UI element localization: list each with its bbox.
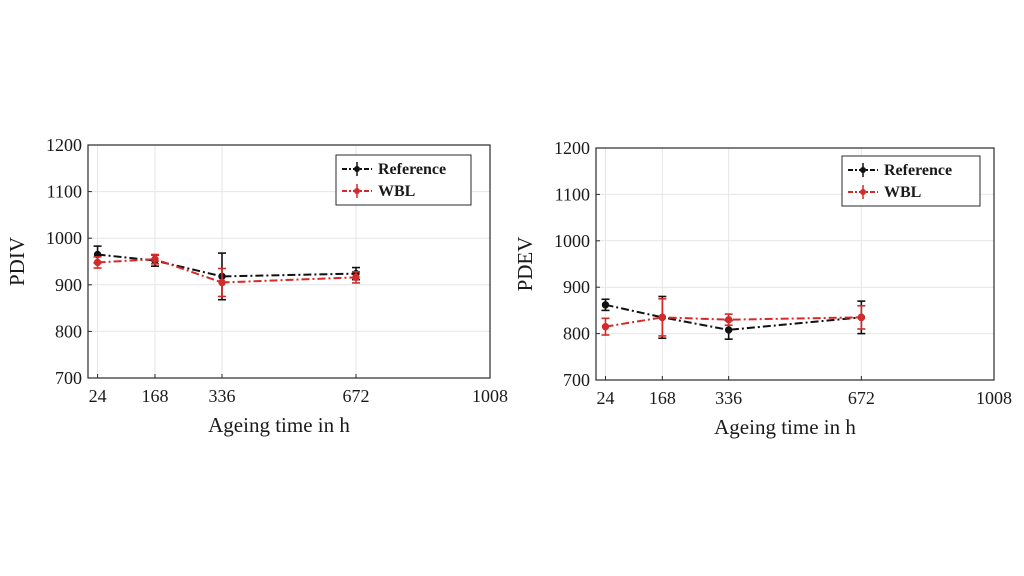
x-tick-label: 168 xyxy=(142,386,169,406)
x-tick-label: 336 xyxy=(715,388,742,408)
legend-label: Reference xyxy=(884,162,952,179)
chart-panel-1: 24 168 336 672 1008 700 800 900 1000 1100 1200 Agei… xyxy=(5,135,508,437)
y-tick-label: 900 xyxy=(563,277,590,297)
y-tick-label: 700 xyxy=(563,370,590,390)
x-tick-label: 1008 xyxy=(976,388,1012,408)
data-point xyxy=(857,313,866,322)
y-axis-label: PDIV xyxy=(5,237,29,286)
legend-box xyxy=(841,155,981,207)
data-point xyxy=(658,313,667,322)
series-line xyxy=(605,316,862,328)
legend-swatch-marker xyxy=(860,167,866,173)
legend-swatch-marker xyxy=(354,166,360,172)
series-line xyxy=(97,253,357,278)
data-point xyxy=(724,315,733,324)
y-tick-label: 1100 xyxy=(555,184,590,204)
y-tick-label: 1000 xyxy=(554,231,590,251)
legend: Reference WBL xyxy=(335,154,472,206)
data-point xyxy=(151,255,159,263)
series-wbl xyxy=(601,297,866,337)
data-point xyxy=(93,258,102,267)
y-tick-label: 1100 xyxy=(47,182,82,202)
data-point xyxy=(218,278,226,287)
y-tick-label: 800 xyxy=(55,321,82,341)
y-tick-label: 800 xyxy=(563,324,590,344)
data-point xyxy=(352,273,360,282)
chart-panel-2: 24 168 336 672 1008 700 800 900 1000 1100 1200 Agei… xyxy=(513,138,1012,439)
legend-swatch-marker xyxy=(354,188,360,194)
y-tick-label: 1200 xyxy=(554,138,590,158)
y-tick-label: 700 xyxy=(55,368,82,388)
x-axis-label: Ageing time in h xyxy=(714,415,856,439)
y-tick-label: 1000 xyxy=(46,228,82,248)
x-tick-label: 1008 xyxy=(472,386,508,406)
x-tick-label: 168 xyxy=(649,388,676,408)
axes-frame xyxy=(595,147,995,381)
legend: Reference WBL xyxy=(841,155,981,207)
legend-label: Reference xyxy=(378,161,446,178)
data-point xyxy=(724,326,733,334)
y-axis-label: PDEV xyxy=(513,237,537,292)
x-tick-label: 336 xyxy=(209,386,236,406)
x-tick-label: 672 xyxy=(343,386,370,406)
legend-label: WBL xyxy=(378,183,415,200)
series-line xyxy=(605,303,862,331)
y-tick-label: 900 xyxy=(55,275,82,295)
axes-frame xyxy=(87,144,491,379)
data-point xyxy=(601,322,610,331)
legend-swatch-marker xyxy=(860,189,866,195)
series-wbl xyxy=(93,253,360,298)
y-tick-label: 1200 xyxy=(46,135,82,155)
legend-label: WBL xyxy=(884,184,921,201)
x-tick-label: 24 xyxy=(596,388,614,408)
data-point xyxy=(601,301,610,309)
series-line xyxy=(97,258,357,284)
x-tick-label: 672 xyxy=(848,388,875,408)
legend-box xyxy=(335,154,472,206)
x-tick-label: 24 xyxy=(89,386,107,406)
x-axis-label: Ageing time in h xyxy=(208,413,350,437)
